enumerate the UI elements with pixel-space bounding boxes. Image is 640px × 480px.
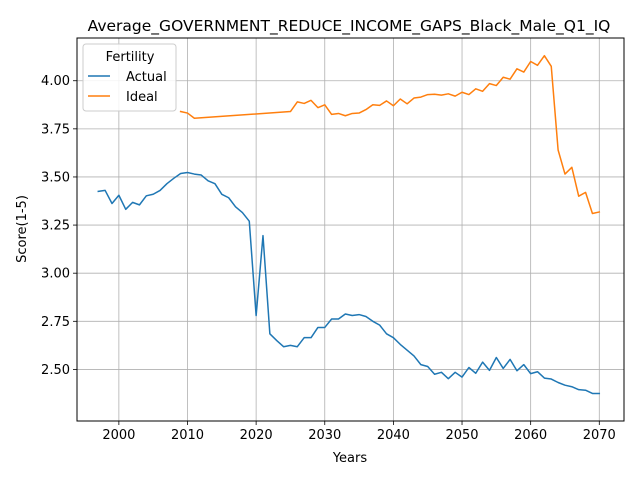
legend-label-ideal: Ideal [126, 90, 158, 105]
y-axis: 2.50 2.75 3.00 3.25 3.50 3.75 4.00 [41, 74, 77, 378]
y-tick-label: 3.75 [41, 122, 70, 137]
y-tick-label: 2.50 [41, 363, 70, 378]
x-tick-label: 2070 [583, 428, 616, 443]
legend-box [82, 43, 177, 112]
legend: Fertility Actual Ideal [82, 43, 177, 112]
x-axis: 2000 2010 2020 2030 2040 2050 2060 2070 [102, 421, 616, 443]
chart-title: Average_GOVERNMENT_REDUCE_INCOME_GAPS_Bl… [88, 17, 611, 36]
x-tick-label: 2040 [377, 428, 410, 443]
x-tick-label: 2010 [171, 428, 204, 443]
legend-title: Fertility [106, 50, 155, 65]
series-line-ideal [179, 54, 601, 215]
y-tick-label: 4.00 [41, 74, 70, 89]
y-tick-label: 2.75 [41, 315, 70, 330]
plot-frame [76, 37, 625, 422]
y-tick-label: 3.00 [41, 267, 70, 282]
y-axis-label: Score(1-5) [15, 195, 30, 263]
x-axis-label: Years [332, 451, 368, 466]
y-tick-label: 3.25 [41, 219, 70, 234]
series-line-actual [97, 171, 601, 395]
x-tick-label: 2060 [514, 428, 547, 443]
y-tick-label: 3.50 [41, 170, 70, 185]
x-tick-label: 2020 [240, 428, 273, 443]
x-tick-label: 2000 [102, 428, 135, 443]
series-layer [97, 54, 601, 395]
legend-label-actual: Actual [126, 70, 167, 85]
x-tick-label: 2030 [308, 428, 341, 443]
grid [77, 38, 624, 421]
x-tick-label: 2050 [445, 428, 478, 443]
